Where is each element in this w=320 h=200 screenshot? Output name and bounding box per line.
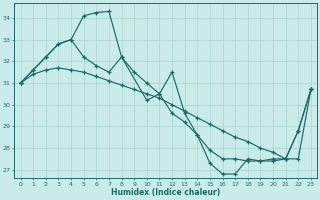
X-axis label: Humidex (Indice chaleur): Humidex (Indice chaleur) xyxy=(111,188,220,197)
